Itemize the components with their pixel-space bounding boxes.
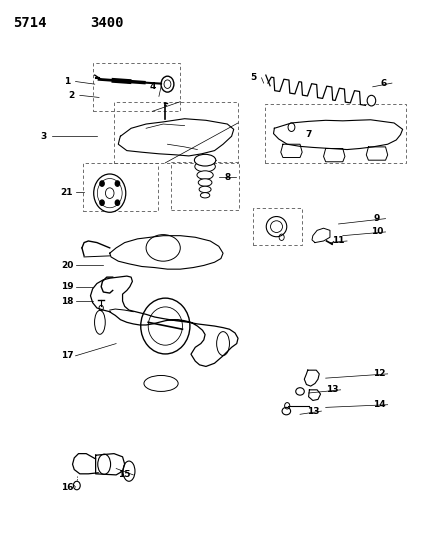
Text: 20: 20 <box>61 261 73 270</box>
Text: 4: 4 <box>149 82 156 91</box>
Text: 17: 17 <box>60 351 73 360</box>
Text: 12: 12 <box>373 369 385 378</box>
Text: 1: 1 <box>64 77 70 86</box>
Bar <box>171 162 239 209</box>
Text: 3: 3 <box>40 132 47 141</box>
Ellipse shape <box>199 186 211 192</box>
Text: 11: 11 <box>332 237 345 246</box>
Text: 13: 13 <box>326 385 338 394</box>
Text: 15: 15 <box>118 471 131 479</box>
Text: 8: 8 <box>224 173 230 182</box>
Text: 9: 9 <box>374 214 380 223</box>
Ellipse shape <box>94 174 126 212</box>
Text: 19: 19 <box>60 282 73 291</box>
Circle shape <box>106 188 114 198</box>
Text: 14: 14 <box>373 400 385 409</box>
Text: 5714: 5714 <box>14 15 47 29</box>
Ellipse shape <box>194 155 216 166</box>
Bar <box>114 102 238 163</box>
Text: 6: 6 <box>380 78 387 87</box>
Text: 13: 13 <box>307 407 319 416</box>
Text: 2: 2 <box>68 91 74 100</box>
Text: 3400: 3400 <box>91 15 124 29</box>
Text: 18: 18 <box>61 296 73 305</box>
Ellipse shape <box>197 171 213 179</box>
Text: 16: 16 <box>61 482 73 491</box>
Text: 10: 10 <box>371 228 383 237</box>
Circle shape <box>115 181 120 186</box>
Bar <box>93 63 180 111</box>
Ellipse shape <box>198 179 212 186</box>
Text: 7: 7 <box>305 130 312 139</box>
Text: 5: 5 <box>250 73 256 82</box>
Bar <box>253 208 302 245</box>
Text: 21: 21 <box>61 188 73 197</box>
Ellipse shape <box>200 192 210 198</box>
Circle shape <box>100 200 104 205</box>
Circle shape <box>100 181 104 186</box>
Bar <box>83 163 158 211</box>
Ellipse shape <box>195 161 215 172</box>
Circle shape <box>367 95 376 106</box>
Bar <box>265 104 406 163</box>
Circle shape <box>115 200 120 205</box>
